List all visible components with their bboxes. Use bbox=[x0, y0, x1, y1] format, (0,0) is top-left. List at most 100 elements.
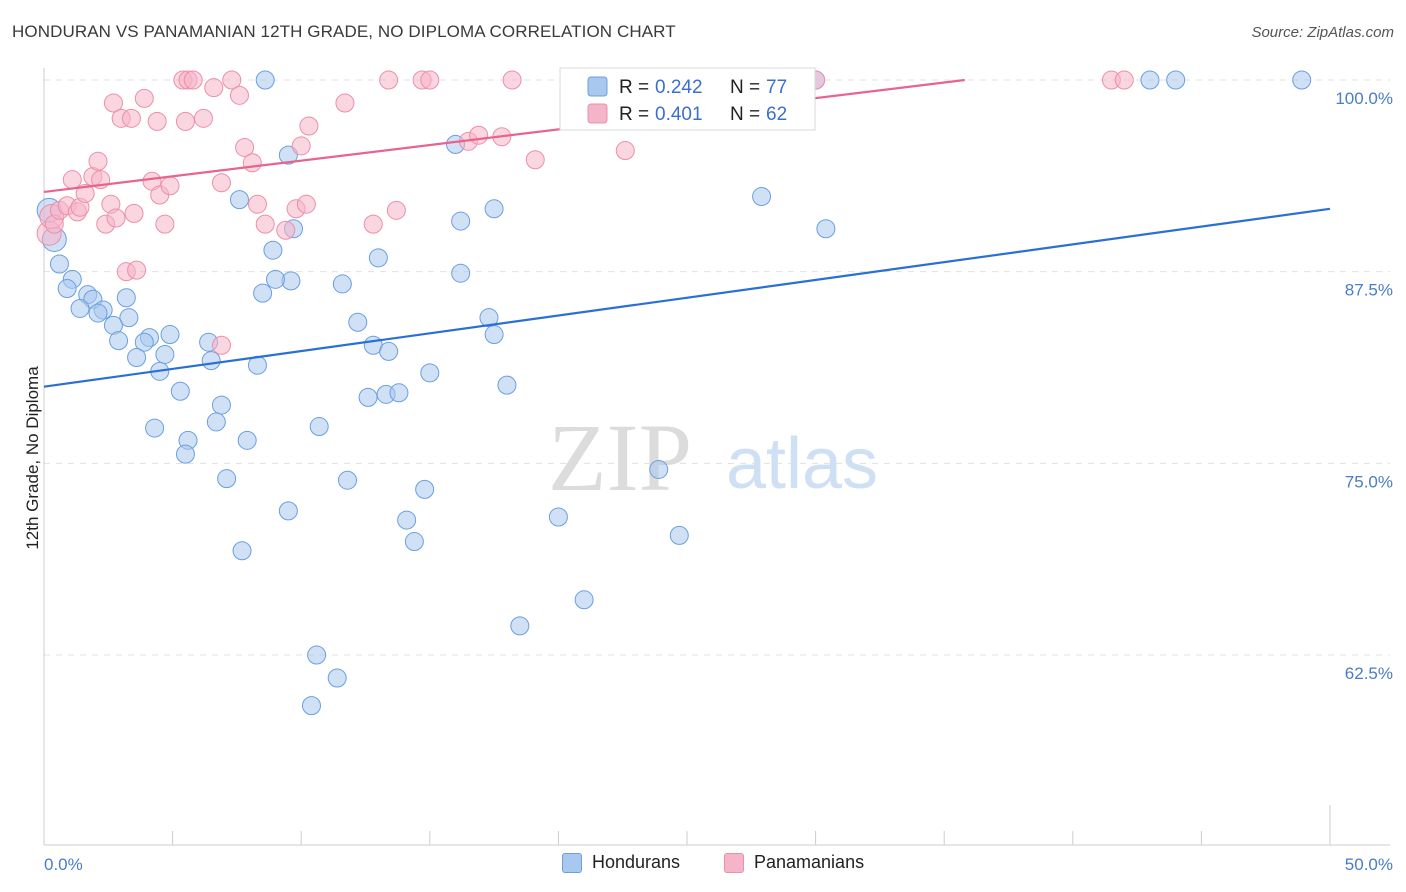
panamanian-point-20 bbox=[127, 260, 147, 280]
honduran-point-56 bbox=[451, 263, 471, 283]
panamanian-point-18 bbox=[134, 88, 154, 108]
honduran-point-9 bbox=[88, 303, 108, 323]
panamanian-point-15 bbox=[103, 93, 123, 113]
hondurans-swatch bbox=[562, 852, 582, 873]
panamanian-point-21 bbox=[124, 203, 144, 223]
bottom-legend-hondurans: Hondurans bbox=[562, 852, 680, 873]
honduran-point-2 bbox=[49, 254, 69, 274]
honduran-point-69 bbox=[752, 187, 772, 207]
panamanian-point-25 bbox=[147, 111, 167, 131]
honduran-point-74 bbox=[1292, 70, 1312, 90]
panamanian-point-49 bbox=[420, 70, 440, 90]
honduran-point-49 bbox=[337, 470, 357, 490]
x-tick-label-1: 50.0% bbox=[1345, 855, 1393, 874]
source-credit: Source: ZipAtlas.com bbox=[1251, 24, 1394, 41]
panamanian-point-46 bbox=[363, 214, 383, 234]
honduran-point-43 bbox=[379, 341, 399, 361]
honduran-point-36 bbox=[263, 240, 283, 260]
panamanian-point-26 bbox=[160, 176, 180, 196]
legend-n-value-1: 77 bbox=[766, 77, 787, 98]
honduran-point-63 bbox=[510, 616, 530, 636]
panamanian-point-5 bbox=[62, 170, 82, 190]
honduran-point-39 bbox=[253, 283, 273, 303]
hondurans-label: Hondurans bbox=[592, 852, 681, 872]
panamanians-swatch bbox=[724, 852, 744, 873]
honduran-point-35 bbox=[278, 145, 298, 165]
panamanian-point-8 bbox=[75, 183, 95, 203]
honduran-point-50 bbox=[420, 363, 440, 383]
honduran-point-26 bbox=[145, 418, 165, 438]
axes bbox=[43, 68, 1390, 846]
legend-r-value-2: 0.401 bbox=[655, 104, 703, 125]
honduran-point-32 bbox=[232, 541, 252, 561]
honduran-point-20 bbox=[201, 351, 221, 371]
honduran-point-53 bbox=[404, 532, 424, 552]
panamanian-point-30 bbox=[193, 108, 213, 128]
y-axis-label: 12th Grade, No Diploma bbox=[23, 366, 42, 550]
honduran-point-31 bbox=[278, 501, 298, 521]
honduran-point-67 bbox=[649, 459, 669, 479]
y-tick-label-3: 100.0% bbox=[1335, 89, 1393, 108]
panamanian-point-38 bbox=[247, 194, 267, 214]
honduran-point-76 bbox=[265, 269, 285, 289]
panamanian-point-14 bbox=[106, 208, 126, 228]
honduran-point-40 bbox=[332, 274, 352, 294]
panamanian-point-43 bbox=[291, 136, 311, 156]
bottom-legend-panamanians: Panamanians bbox=[724, 852, 864, 873]
honduran-point-11 bbox=[119, 308, 139, 328]
watermark-zip: ZIP bbox=[548, 404, 692, 511]
honduran-point-58 bbox=[484, 325, 504, 345]
honduran-point-33 bbox=[255, 70, 275, 90]
legend-n-label-2: N = bbox=[730, 104, 760, 125]
panamanian-point-54 bbox=[525, 150, 545, 170]
panamanian-point-59 bbox=[1114, 70, 1134, 90]
panamanian-point-42 bbox=[296, 194, 316, 214]
panamanian-point-34 bbox=[222, 70, 242, 90]
y-tick-label-0: 62.5% bbox=[1345, 664, 1393, 683]
honduran-point-16 bbox=[134, 332, 154, 352]
panamanian-point-45 bbox=[335, 93, 355, 113]
honduran-point-25 bbox=[206, 412, 226, 432]
honduran-point-68 bbox=[669, 525, 689, 545]
honduran-point-13 bbox=[109, 331, 129, 351]
honduran-point-18 bbox=[155, 344, 175, 364]
y-tick-label-1: 75.0% bbox=[1345, 472, 1393, 491]
honduran-trend-line bbox=[43, 207, 1331, 388]
panamanian-point-36 bbox=[235, 137, 255, 157]
legend-r-label-2: R = bbox=[619, 104, 649, 125]
panamanian-point-32 bbox=[204, 78, 224, 98]
panamanian-trend-line bbox=[43, 78, 965, 194]
honduran-point-30 bbox=[217, 469, 237, 489]
honduran-point-62 bbox=[574, 590, 594, 610]
bottom-legend: Hondurans Panamanians bbox=[0, 852, 1406, 878]
panamanian-point-40 bbox=[276, 220, 296, 240]
panamanian-point-60 bbox=[211, 335, 231, 355]
honduran-point-19 bbox=[127, 348, 147, 368]
panamanian-point-17 bbox=[121, 108, 141, 128]
panamanian-point-10 bbox=[88, 151, 108, 171]
legend-n-label-1: N = bbox=[730, 77, 760, 98]
legend-swatch-hondurans bbox=[587, 76, 608, 97]
panamanian-point-39 bbox=[255, 214, 275, 234]
honduran-point-29 bbox=[175, 444, 195, 464]
honduran-point-64 bbox=[307, 645, 327, 665]
honduran-point-34 bbox=[229, 190, 249, 210]
watermark: ZIP atlas bbox=[548, 404, 878, 511]
panamanian-point-44 bbox=[299, 116, 319, 136]
panamanian-point-35 bbox=[229, 85, 249, 105]
honduran-point-59 bbox=[484, 199, 504, 219]
honduran-point-10 bbox=[116, 288, 136, 308]
panamanian-point-47 bbox=[386, 200, 406, 220]
panamanians-label: Panamanians bbox=[754, 852, 865, 872]
honduran-point-66 bbox=[301, 696, 321, 716]
honduran-point-60 bbox=[497, 375, 517, 395]
panamanian-point-53 bbox=[502, 70, 522, 90]
tick-labels: 62.5% 75.0% 87.5% 100.0% 0.0% 50.0% bbox=[44, 89, 1393, 874]
honduran-point-72 bbox=[1140, 70, 1160, 90]
y-tick-label-2: 87.5% bbox=[1345, 281, 1393, 300]
panamanian-point-31 bbox=[175, 111, 195, 131]
legend-r-value-1: 0.242 bbox=[655, 77, 703, 98]
honduran-point-44 bbox=[368, 248, 388, 268]
honduran-point-47 bbox=[389, 383, 409, 403]
legend-swatch-panamanians bbox=[587, 103, 608, 124]
